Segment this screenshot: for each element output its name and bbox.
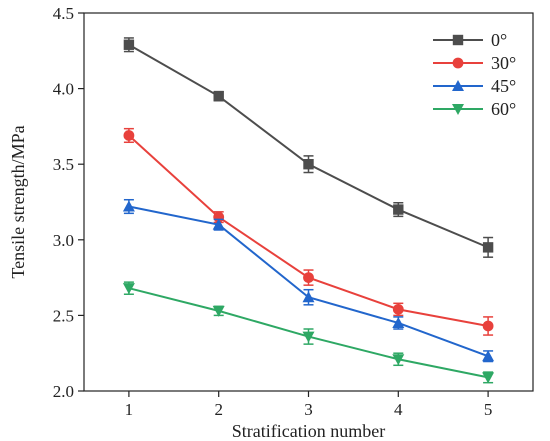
y-tick-label: 2.5	[53, 306, 74, 325]
x-tick-label: 4	[394, 400, 403, 419]
axes: 2.0 2.5 3.0 3.5 4.0 4.5 1 2 3 4 5	[53, 4, 493, 419]
data-point	[302, 331, 315, 343]
series-0	[123, 37, 494, 258]
data-point	[303, 272, 314, 283]
data-point	[392, 303, 404, 315]
legend-marker	[452, 34, 464, 46]
data-point	[122, 283, 135, 295]
y-tick-label: 3.0	[53, 231, 74, 250]
legend-item: 0°	[433, 30, 507, 50]
series-3	[122, 281, 495, 384]
data-point	[123, 130, 135, 141]
legend-label: 0°	[491, 30, 507, 50]
legend-marker	[452, 80, 464, 91]
series-1	[123, 127, 494, 336]
x-tick-label: 1	[125, 400, 134, 419]
legend-marker	[452, 104, 464, 115]
legend-item: 45°	[433, 76, 516, 96]
data-point	[482, 242, 494, 253]
legend-item: 30°	[433, 53, 516, 73]
legend-marker	[452, 57, 464, 69]
data-point	[303, 159, 314, 170]
data-point	[213, 90, 224, 102]
y-tick-label: 3.5	[53, 155, 74, 174]
data-point	[482, 350, 495, 362]
data-point	[212, 305, 225, 317]
series-layer	[122, 37, 495, 384]
data-point	[302, 291, 315, 303]
y-tick-label: 2.0	[53, 382, 74, 401]
data-point	[123, 39, 135, 50]
legend-label: 30°	[491, 53, 516, 73]
data-point	[212, 218, 225, 230]
x-tick-label: 5	[484, 400, 493, 419]
data-point	[392, 354, 405, 366]
data-point	[482, 320, 494, 332]
data-point	[122, 200, 135, 212]
data-point	[482, 372, 495, 384]
legend-item: 60°	[433, 99, 516, 119]
x-tick-label: 3	[304, 400, 313, 419]
legend-label: 45°	[491, 76, 516, 96]
data-point	[392, 316, 405, 328]
y-tick-label: 4.0	[53, 80, 74, 99]
legend: 0° 30° 45° 60°	[433, 30, 516, 119]
y-tick-label: 4.5	[53, 4, 74, 23]
series-2	[122, 198, 495, 363]
x-axis-label: Stratification number	[232, 421, 385, 441]
legend-label: 60°	[491, 99, 516, 119]
x-tick-label: 2	[214, 400, 223, 419]
y-axis-label: Tensile strength/MPa	[8, 125, 28, 278]
data-point	[393, 204, 404, 215]
